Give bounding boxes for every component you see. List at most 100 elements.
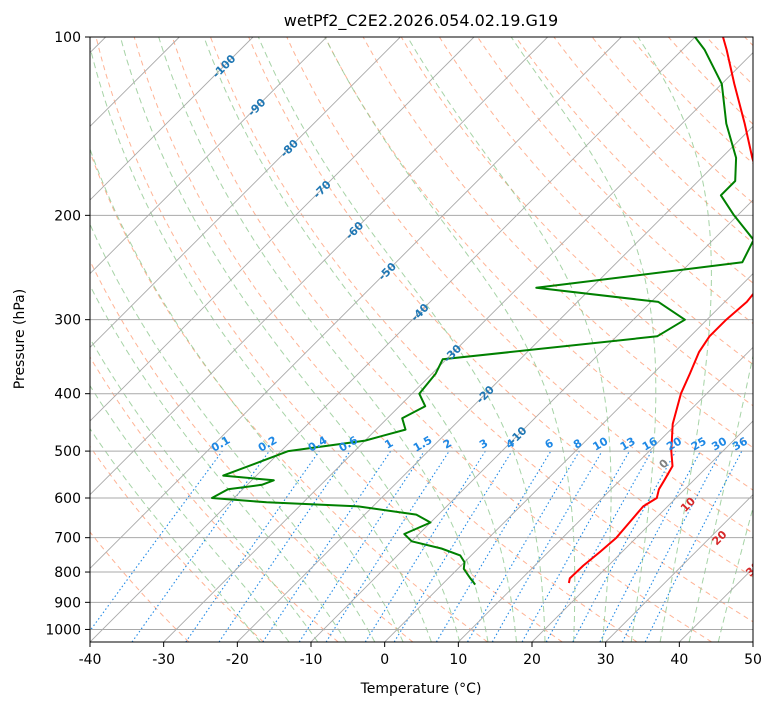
moist-adiabat-line	[407, 37, 612, 642]
mixing-ratio-label: 3	[477, 437, 490, 452]
isotherm-label: -100	[210, 52, 239, 81]
y-tick-label: 500	[54, 444, 81, 460]
mixing-ratio-line	[325, 450, 450, 642]
dry-adiabat-line	[668, 37, 753, 125]
y-tick-label: 900	[54, 595, 81, 611]
mixing-ratio-lines	[90, 450, 743, 642]
moist-adiabat-line	[203, 37, 517, 642]
mixing-ratio-line	[90, 450, 223, 632]
mixing-ratio-line	[521, 450, 630, 642]
isotherm-label: -60	[343, 219, 366, 242]
dry-adiabat-line	[95, 37, 563, 642]
mixing-ratio-line	[185, 450, 320, 642]
isotherm-line	[605, 494, 753, 642]
mixing-ratio-line	[435, 450, 552, 642]
isotherm-line	[237, 125, 753, 642]
y-tick-label: 1000	[45, 622, 81, 638]
isotherm-line	[458, 346, 753, 642]
isotherm-line	[531, 420, 753, 642]
moist-adiabat-line	[158, 37, 489, 642]
isotherm-label: -30	[441, 342, 464, 365]
moist-adiabat-line	[257, 37, 546, 642]
isotherm-label: -40	[408, 301, 431, 324]
x-axis-ticks: -40 -30 -20 -10 0 10 20 30 40 50	[79, 642, 762, 668]
mixing-ratio-line	[599, 450, 701, 642]
y-tick-label: 400	[54, 387, 81, 403]
x-tick-label: -40	[79, 652, 102, 668]
isotherm-line	[90, 37, 475, 422]
isotherm-line	[310, 199, 753, 642]
isotherm-line	[90, 37, 696, 642]
x-tick-label: -10	[300, 652, 323, 668]
isotherm-label: -70	[311, 178, 334, 201]
dry-adiabat-line	[744, 37, 753, 47]
mixing-ratio-line	[491, 450, 603, 642]
mixing-ratio-line	[393, 450, 513, 642]
moist-adiabats	[90, 37, 753, 642]
isotherm-label: -80	[278, 137, 301, 160]
mixing-ratio-line	[572, 450, 677, 642]
isotherm-label: -20	[474, 383, 497, 406]
isotherm-line	[90, 37, 622, 569]
mixing-ratio-line	[218, 450, 351, 642]
moist-adiabat-line	[90, 337, 319, 642]
temperature-profile-line	[567, 37, 753, 584]
mixing-ratio-label: 2	[441, 437, 454, 452]
dry-adiabat-line	[515, 37, 753, 284]
isotherm-line	[90, 37, 327, 275]
moist-adiabat-line	[717, 505, 753, 642]
y-tick-label: 300	[54, 313, 81, 329]
y-axis-ticks: 100 200 300 400 500 600 700 800 900 1000	[45, 30, 90, 638]
y-tick-label: 600	[54, 491, 81, 507]
isotherm-line	[90, 37, 548, 496]
moist-adiabat-line	[119, 37, 461, 642]
chart-title: wetPf2_C2E2.2026.054.02.19.G19	[284, 11, 558, 31]
moist-adiabat-label: 20	[710, 528, 730, 548]
mixing-ratio-line	[364, 450, 486, 642]
mixing-ratio-line	[131, 450, 270, 642]
isotherm-line	[752, 641, 753, 642]
dry-adiabat-line	[286, 37, 753, 534]
mixing-ratio-line	[545, 450, 653, 642]
dry-adiabat-line	[706, 37, 753, 86]
isotherm-line	[163, 52, 753, 642]
plot-frame	[89, 36, 754, 643]
dry-adiabat-line	[90, 150, 488, 642]
x-tick-label: -20	[226, 652, 249, 668]
mixing-ratio-line	[298, 450, 425, 642]
isotherm-line	[90, 37, 254, 201]
moist-adiabat-label: 10	[678, 494, 698, 514]
dry-adiabat-line	[90, 356, 339, 642]
x-tick-label: 30	[597, 652, 615, 668]
isotherm-label: -50	[376, 260, 399, 283]
dry-adiabat-line	[400, 37, 753, 407]
moist-adiabat-line	[510, 37, 657, 642]
x-tick-label: 10	[449, 652, 467, 668]
y-tick-label: 100	[54, 30, 81, 46]
moist-adiabat-line	[688, 353, 753, 642]
dry-adiabat-line	[324, 37, 753, 491]
x-tick-label: 40	[670, 652, 688, 668]
dry-adiabat-line	[438, 37, 753, 365]
pressure-gridlines	[90, 37, 753, 630]
isotherm-label: -90	[245, 96, 268, 119]
dry-adiabat-line	[90, 445, 264, 642]
y-tick-label: 200	[54, 208, 81, 224]
moist-adiabat-line	[90, 147, 404, 642]
moist-adiabat-line	[90, 427, 261, 642]
moist-adiabat-label: 30	[743, 559, 763, 579]
x-tick-label: 50	[744, 652, 762, 668]
dry-adiabat-line	[90, 259, 414, 642]
y-tick-label: 800	[54, 565, 81, 581]
mixing-ratio-label: 6	[543, 436, 556, 451]
x-tick-label: 20	[523, 652, 541, 668]
x-axis-label: Temperature (°C)	[360, 681, 482, 697]
mixing-ratio-line	[467, 450, 580, 642]
isotherm-line	[384, 273, 753, 642]
dry-adiabat-line	[133, 37, 638, 642]
moist-adiabat-line	[324, 37, 576, 642]
dry-adiabat-line	[210, 37, 753, 623]
dewpoint-profile-line	[210, 37, 753, 586]
moist-adiabat-line	[90, 284, 347, 642]
